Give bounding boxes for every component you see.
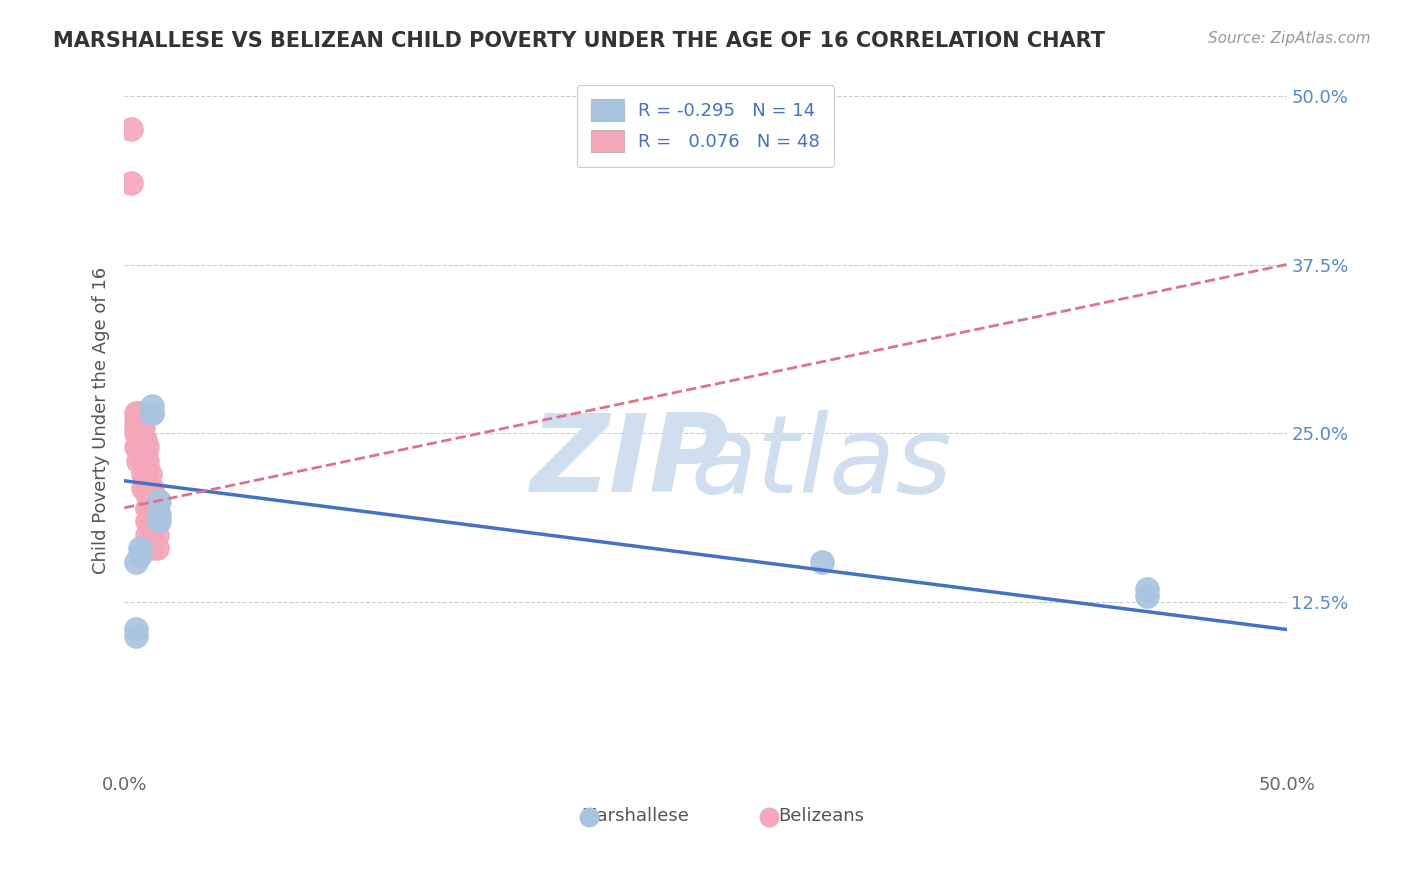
Point bbox=[136, 500, 159, 515]
Point bbox=[125, 629, 148, 643]
Point bbox=[132, 481, 155, 495]
Point bbox=[1403, 852, 1406, 866]
Point bbox=[129, 541, 152, 556]
Point bbox=[132, 440, 155, 454]
Point bbox=[141, 514, 163, 528]
Point bbox=[139, 500, 162, 515]
Point bbox=[136, 487, 159, 501]
Point bbox=[1136, 589, 1159, 603]
Point bbox=[141, 406, 163, 420]
Point bbox=[134, 474, 156, 488]
Point bbox=[134, 434, 156, 448]
Point bbox=[145, 500, 167, 515]
Point bbox=[136, 460, 159, 475]
Point bbox=[125, 440, 148, 454]
Text: atlas: atlas bbox=[690, 409, 953, 515]
Point bbox=[148, 508, 170, 522]
Point bbox=[134, 447, 156, 461]
Point bbox=[141, 541, 163, 556]
Text: Marshallese: Marshallese bbox=[582, 806, 689, 824]
Point bbox=[125, 426, 148, 441]
Point bbox=[141, 406, 163, 420]
Point bbox=[145, 541, 167, 556]
Point bbox=[141, 481, 163, 495]
Point bbox=[136, 474, 159, 488]
Point bbox=[143, 494, 166, 508]
Point bbox=[129, 548, 152, 562]
Point bbox=[127, 426, 149, 441]
Point bbox=[141, 400, 163, 414]
Point bbox=[143, 514, 166, 528]
Point bbox=[132, 434, 155, 448]
Point bbox=[125, 555, 148, 569]
Point bbox=[120, 122, 142, 136]
Point bbox=[1136, 582, 1159, 596]
Point bbox=[127, 453, 149, 467]
Point bbox=[125, 413, 148, 427]
Point bbox=[132, 467, 155, 481]
Point bbox=[148, 514, 170, 528]
Point bbox=[134, 460, 156, 475]
Point bbox=[145, 528, 167, 542]
Point bbox=[136, 541, 159, 556]
Point bbox=[129, 419, 152, 434]
Text: Belizeans: Belizeans bbox=[779, 806, 865, 824]
Point bbox=[129, 426, 152, 441]
Text: Source: ZipAtlas.com: Source: ZipAtlas.com bbox=[1208, 31, 1371, 46]
Point bbox=[139, 514, 162, 528]
Point bbox=[148, 494, 170, 508]
Point bbox=[141, 494, 163, 508]
Point bbox=[127, 413, 149, 427]
Point bbox=[810, 555, 832, 569]
Text: ZIP: ZIP bbox=[530, 409, 730, 516]
Point bbox=[139, 481, 162, 495]
Point bbox=[127, 440, 149, 454]
Text: MARSHALLESE VS BELIZEAN CHILD POVERTY UNDER THE AGE OF 16 CORRELATION CHART: MARSHALLESE VS BELIZEAN CHILD POVERTY UN… bbox=[53, 31, 1105, 51]
Point bbox=[132, 453, 155, 467]
Y-axis label: Child Poverty Under the Age of 16: Child Poverty Under the Age of 16 bbox=[93, 267, 110, 574]
Point bbox=[120, 177, 142, 191]
Point bbox=[1043, 852, 1066, 866]
Point bbox=[129, 440, 152, 454]
Point bbox=[141, 528, 163, 542]
Point bbox=[136, 514, 159, 528]
Legend: R = -0.295   N = 14, R =   0.076   N = 48: R = -0.295 N = 14, R = 0.076 N = 48 bbox=[576, 85, 834, 167]
Point bbox=[125, 406, 148, 420]
Point bbox=[136, 453, 159, 467]
Point bbox=[139, 467, 162, 481]
Point bbox=[125, 623, 148, 637]
Point bbox=[127, 406, 149, 420]
Point bbox=[136, 440, 159, 454]
Point bbox=[136, 528, 159, 542]
Point bbox=[132, 419, 155, 434]
Point bbox=[125, 419, 148, 434]
